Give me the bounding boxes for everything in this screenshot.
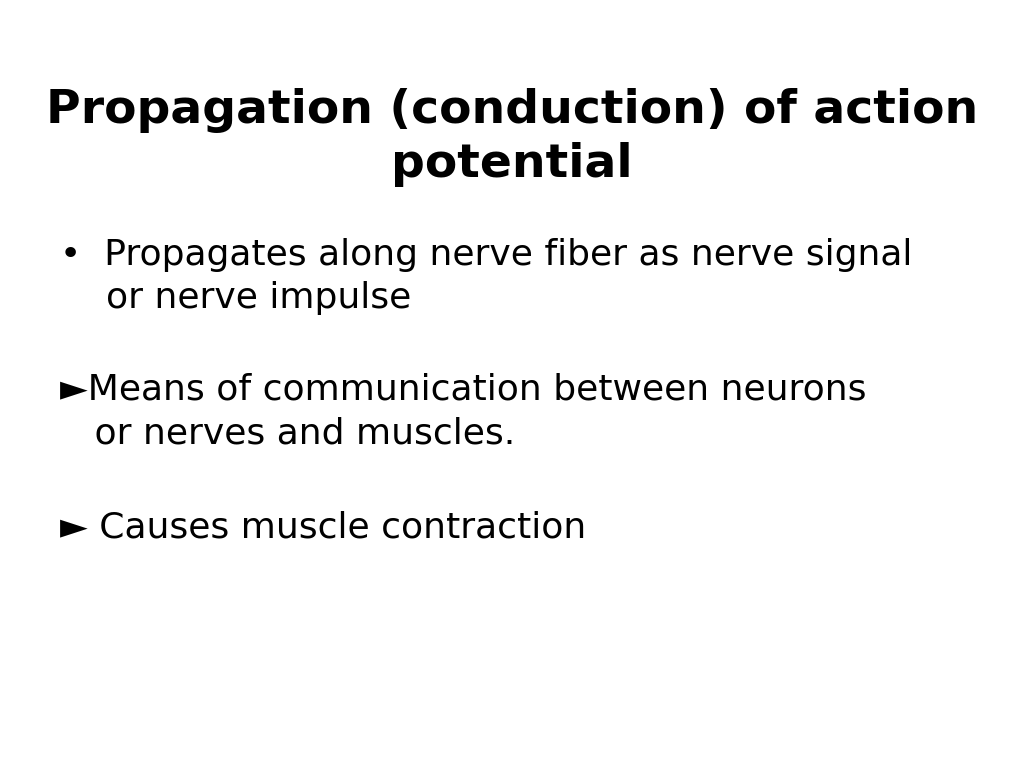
Text: ►Means of communication between neurons
   or nerves and muscles.: ►Means of communication between neurons … [60,373,866,451]
Text: ► Causes muscle contraction: ► Causes muscle contraction [60,510,587,544]
Text: •  Propagates along nerve fiber as nerve signal
    or nerve impulse: • Propagates along nerve fiber as nerve … [60,238,912,316]
Text: Propagation (conduction) of action
potential: Propagation (conduction) of action poten… [46,88,978,187]
